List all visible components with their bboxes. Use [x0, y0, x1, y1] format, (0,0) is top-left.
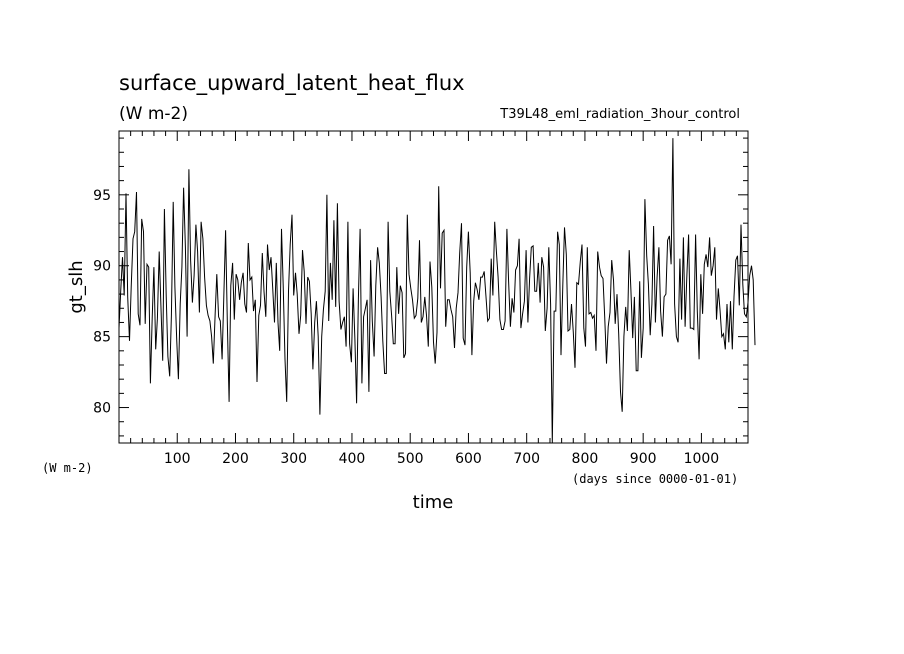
- series-line-0: [118, 138, 756, 444]
- x-tick-label-5: 600: [455, 451, 482, 467]
- x-tick-label-0: 100: [164, 451, 191, 467]
- y-axis-ticks: 80 85 90 95: [93, 137, 748, 437]
- x-tick-label-8: 900: [630, 451, 657, 467]
- x-tick-label-3: 400: [339, 451, 366, 467]
- x-tick-label-4: 500: [397, 451, 424, 467]
- x-tick-label-2: 300: [280, 451, 307, 467]
- y-tick-label-2: 90: [93, 259, 111, 275]
- y-axis-units: (W m-2): [42, 461, 93, 475]
- chart-units: (W m-2): [119, 104, 188, 124]
- series-layer: [118, 138, 756, 444]
- plot-frame: [118, 130, 749, 444]
- experiment-label: T39L48_eml_radiation_3hour_control: [499, 107, 740, 122]
- x-axis-units: (days since 0000-01-01): [572, 472, 738, 486]
- y-tick-label-1: 85: [93, 330, 111, 346]
- x-axis-ticks: 100 200 300 400 500 600 700 800 900 1000: [130, 131, 737, 467]
- x-axis-label: time: [413, 492, 454, 513]
- x-tick-label-1: 200: [222, 451, 249, 467]
- y-tick-label-3: 95: [93, 188, 111, 204]
- x-tick-label-6: 700: [513, 451, 540, 467]
- y-tick-label-0: 80: [93, 401, 111, 417]
- chart-title: surface_upward_latent_heat_flux: [119, 71, 465, 96]
- x-tick-label-7: 800: [572, 451, 599, 467]
- x-tick-label-9: 1000: [684, 451, 720, 467]
- y-axis-label: gt_slh: [66, 260, 87, 313]
